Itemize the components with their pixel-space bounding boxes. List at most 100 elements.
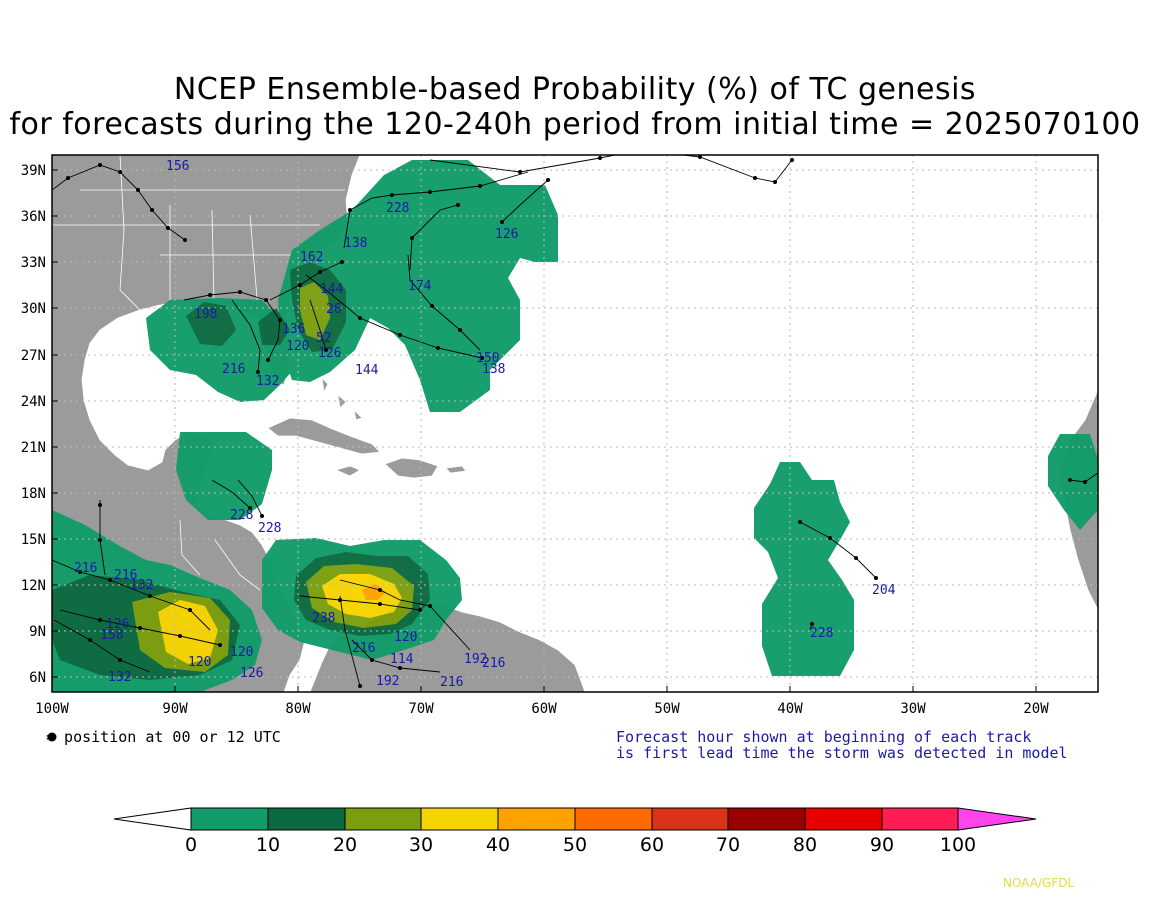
lat-label: 12N xyxy=(21,578,46,594)
track-label: 120 xyxy=(230,645,253,660)
lat-label: 24N xyxy=(21,394,46,410)
colorbar-tick-label: 40 xyxy=(486,834,510,856)
track-label: 158 xyxy=(100,628,123,643)
track-label: 144 xyxy=(355,363,379,378)
track-label: 132 xyxy=(256,374,279,389)
lat-label: 33N xyxy=(21,255,46,271)
track-label: 132 xyxy=(130,578,153,593)
colorbar-bin xyxy=(574,807,653,831)
colorbar-tick-label: 80 xyxy=(793,834,817,856)
colorbar-bin xyxy=(497,807,576,831)
colorbar-tick-label: 70 xyxy=(716,834,740,856)
colorbar-tick-label: 100 xyxy=(940,834,976,856)
track-label: 174 xyxy=(408,279,432,294)
map-frame xyxy=(51,154,1099,693)
chart-title-line-1: NCEP Ensemble-based Probability (%) of T… xyxy=(173,72,977,107)
cuba xyxy=(267,417,381,455)
colorbar xyxy=(113,807,1037,831)
track-label: 156 xyxy=(166,159,189,174)
lon-label: 70W xyxy=(408,701,434,717)
lat-label: 15N xyxy=(21,532,46,548)
colorbar-under-arrow xyxy=(113,807,192,831)
track-label: 216 xyxy=(114,568,137,583)
track-label: 126 xyxy=(240,666,263,681)
lat-label: 27N xyxy=(21,348,46,364)
track-label: 204 xyxy=(872,583,896,598)
track-label: 26 xyxy=(326,302,342,317)
track-label: 52 xyxy=(316,331,332,346)
colorbar-ticks: 0 10 20 30 40 50 60 70 80 90 100 xyxy=(185,834,976,856)
lat-label: 21N xyxy=(21,440,46,456)
position-legend-text: = position at 00 or 12 UTC xyxy=(46,728,281,746)
track-label: 216 xyxy=(440,675,463,690)
colorbar-tick-label: 60 xyxy=(640,834,664,856)
colorbar-tick-label: 20 xyxy=(333,834,357,856)
track-label: 120 xyxy=(394,630,417,645)
colorbar-tick-label: 90 xyxy=(870,834,894,856)
track-label: 228 xyxy=(386,201,409,216)
lon-label: 40W xyxy=(777,701,803,717)
grid xyxy=(52,155,1098,692)
track-label: 136 xyxy=(282,322,305,337)
track-label: 216 xyxy=(222,362,245,377)
chart-title-line-2: for forecasts during the 120-240h period… xyxy=(9,107,1141,142)
track-label: 138 xyxy=(344,236,367,251)
genesis-yellowgreen-florida xyxy=(300,282,330,340)
genesis-area-yucatan xyxy=(176,432,272,520)
lat-label: 18N xyxy=(21,486,46,502)
colorbar-tick-label: 50 xyxy=(563,834,587,856)
lat-ticks xyxy=(52,169,58,678)
lon-label: 50W xyxy=(654,701,680,717)
track-label: 228 xyxy=(230,508,253,523)
colorbar-bin xyxy=(727,807,806,831)
lon-ticks xyxy=(174,686,1037,692)
jamaica xyxy=(334,465,361,477)
track-label: 216 xyxy=(352,641,375,656)
track-label: 120 xyxy=(188,655,211,670)
position-dot-icon xyxy=(47,732,57,742)
track-label: 138 xyxy=(482,362,505,377)
track-label: 150 xyxy=(476,351,499,366)
political-borders xyxy=(52,155,345,591)
lat-label: 6N xyxy=(29,670,46,686)
longitude-axis: 100W 90W 80W 70W 60W 50W 40W 30W 20W xyxy=(35,701,1049,717)
forecast-hour-note-1: Forecast hour shown at beginning of each… xyxy=(616,728,1032,746)
lon-label: 30W xyxy=(900,701,926,717)
track-label: 216 xyxy=(482,656,505,671)
track-label: 192 xyxy=(464,652,487,667)
track-label: 198 xyxy=(194,307,217,322)
track-labels: 156 228 138 126 162 144 174 26 136 120 1… xyxy=(74,159,896,690)
colorbar-bin xyxy=(651,807,729,831)
genesis-area-africa xyxy=(1048,434,1098,530)
latitude-axis: 39N 36N 33N 30N 27N 24N 21N 18N 15N 12N … xyxy=(21,163,46,686)
colorbar-over-arrow xyxy=(957,807,1037,831)
lon-label: 90W xyxy=(162,701,188,717)
colorbar-bin xyxy=(190,807,269,831)
track-label: 126 xyxy=(495,227,518,242)
hispaniola xyxy=(384,457,439,479)
colorbar-bin xyxy=(420,807,499,831)
colorbar-bin xyxy=(267,807,346,831)
genesis-area-atlantic xyxy=(754,462,854,676)
track-label: 114 xyxy=(390,652,414,667)
colorbar-bin xyxy=(344,807,422,831)
track-label: 132 xyxy=(108,670,131,685)
track-label: 228 xyxy=(258,521,281,536)
track-label: 120 xyxy=(286,339,309,354)
lat-label: 9N xyxy=(29,624,46,640)
colorbar-tick-label: 10 xyxy=(256,834,280,856)
lat-label: 39N xyxy=(21,163,46,179)
colorbar-bin xyxy=(804,807,883,831)
track-label: 216 xyxy=(74,561,97,576)
track-label: 126 xyxy=(318,346,341,361)
colorbar-bin xyxy=(881,807,959,831)
track-label: 192 xyxy=(376,674,399,689)
genesis-yellow-epac xyxy=(158,600,218,664)
bahamas xyxy=(321,376,363,421)
lon-label: 60W xyxy=(531,701,557,717)
lon-label: 20W xyxy=(1023,701,1049,717)
lon-label: 100W xyxy=(35,701,69,717)
credit-label: NOAA/GFDL xyxy=(1003,876,1075,890)
lon-label: 80W xyxy=(285,701,311,717)
